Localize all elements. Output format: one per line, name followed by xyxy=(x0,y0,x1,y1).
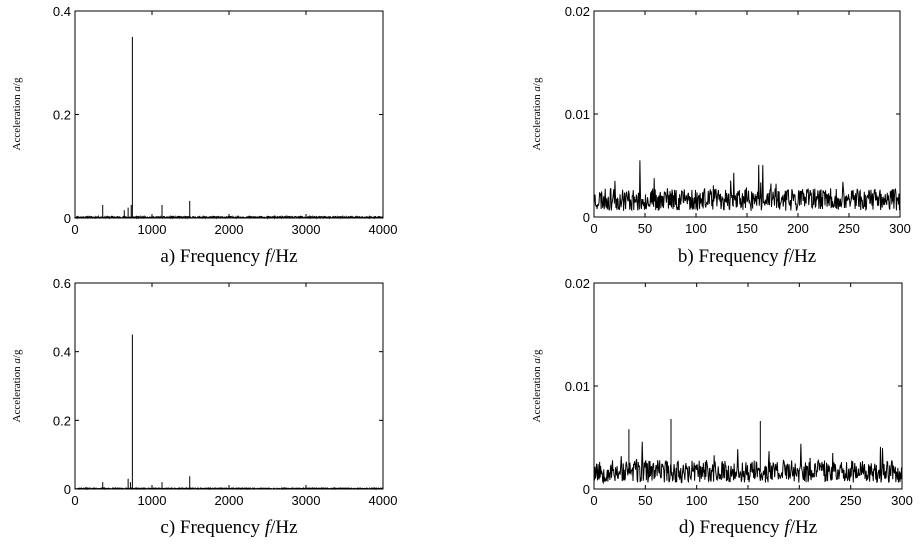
panel-b: 0 50 100 150 200 250 300 0 0.01 0.02 Acceleration… xyxy=(531,4,911,267)
panel-d-xtick-label: 250 xyxy=(840,493,862,508)
panel-c-caption: c) Frequency f/Hz xyxy=(160,517,297,538)
panel-b-series-line xyxy=(593,160,901,212)
panel-d-caption: d) Frequency f/Hz xyxy=(679,517,817,538)
panel-a-xtick-label: 2000 xyxy=(215,222,244,237)
panel-b-ytick-label: 0 xyxy=(583,210,590,225)
panel-c-ytick-label: 0.2 xyxy=(53,413,71,428)
panel-a-xtick-label: 0 xyxy=(71,222,78,237)
panel-b-caption: b) Frequency f/Hz xyxy=(678,246,816,267)
panel-a: 0 1000 2000 3000 4000 0 0.2 0.4 Acceleration a/… xyxy=(11,4,397,267)
panel-d-series-line xyxy=(593,418,903,485)
panel-a-ytick-label: 0 xyxy=(64,211,71,226)
panel-b-xtick-label: 250 xyxy=(838,221,860,236)
panel-c-ytick-label: 0.6 xyxy=(53,276,71,291)
panel-d-ylabel: Acceleration a/g xyxy=(531,349,543,422)
panel-b-ticks: 0 50 100 150 200 250 300 0 0.01 0.02 xyxy=(565,4,911,236)
panel-b-xtick-label: 300 xyxy=(889,221,911,236)
panel-c-plot-area xyxy=(74,282,384,490)
panel-d-xtick-label: 50 xyxy=(638,493,652,508)
panel-c-ticks: 0 1000 2000 3000 4000 0 0.2 0.4 0.6 xyxy=(53,276,398,508)
panel-c-series-line xyxy=(74,334,384,491)
panel-b-ylabel: Acceleration a/g xyxy=(531,77,543,150)
panel-a-ylabel: Acceleration a/g xyxy=(11,77,23,150)
panel-b-ytick-label: 0.01 xyxy=(565,107,590,122)
panel-a-xtick-label: 4000 xyxy=(369,222,398,237)
panel-a-caption: a) Frequency f/Hz xyxy=(160,246,297,267)
panel-b-xtick-label: 100 xyxy=(685,221,707,236)
panel-a-plot-area xyxy=(74,10,384,219)
panel-c-ylabel: Acceleration a/g xyxy=(11,349,23,422)
panel-c-ytick-label: 0.4 xyxy=(53,345,71,360)
panel-c-ytick-label: 0 xyxy=(64,482,71,497)
panel-a-ytick-label: 0.2 xyxy=(53,108,71,123)
panel-b-xtick-label: 150 xyxy=(736,221,758,236)
panel-b-ytick-label: 0.02 xyxy=(565,4,590,19)
panel-c-xtick-label: 0 xyxy=(71,493,78,508)
panel-b-xtick-label: 50 xyxy=(638,221,652,236)
panel-d-xtick-label: 150 xyxy=(737,493,759,508)
panel-a-ticks: 0 1000 2000 3000 4000 0 0.2 0.4 xyxy=(53,4,398,237)
panel-b-xtick-label: 0 xyxy=(590,221,597,236)
panel-a-series-line xyxy=(74,36,384,220)
panel-c: 0 1000 2000 3000 4000 0 0.2 0.4 0.6 Acceleration… xyxy=(11,276,397,538)
panel-c-xtick-label: 4000 xyxy=(369,493,398,508)
panel-b-xtick-label: 200 xyxy=(787,221,809,236)
panel-d: 0 50 100 150 200 250 300 0 0.01 0.02 Acceleration… xyxy=(531,276,913,538)
panel-c-xtick-label: 1000 xyxy=(138,493,167,508)
panel-d-xtick-label: 100 xyxy=(686,493,708,508)
panel-c-xtick-label: 3000 xyxy=(292,493,321,508)
panel-a-xtick-label: 3000 xyxy=(292,222,321,237)
panel-d-xtick-label: 200 xyxy=(788,493,810,508)
panel-d-ytick-label: 0.01 xyxy=(565,379,590,394)
panel-d-ytick-label: 0 xyxy=(583,482,590,497)
panel-a-xtick-label: 1000 xyxy=(138,222,167,237)
panel-d-ticks: 0 50 100 150 200 250 300 0 0.01 0.02 xyxy=(565,276,913,508)
panel-d-xtick-label: 300 xyxy=(891,493,913,508)
panel-d-plot-area xyxy=(593,282,903,490)
panel-d-ytick-label: 0.02 xyxy=(565,276,590,291)
panel-d-xtick-label: 0 xyxy=(590,493,597,508)
panel-c-xtick-label: 2000 xyxy=(215,493,244,508)
panel-a-ytick-label: 0.4 xyxy=(53,4,71,19)
